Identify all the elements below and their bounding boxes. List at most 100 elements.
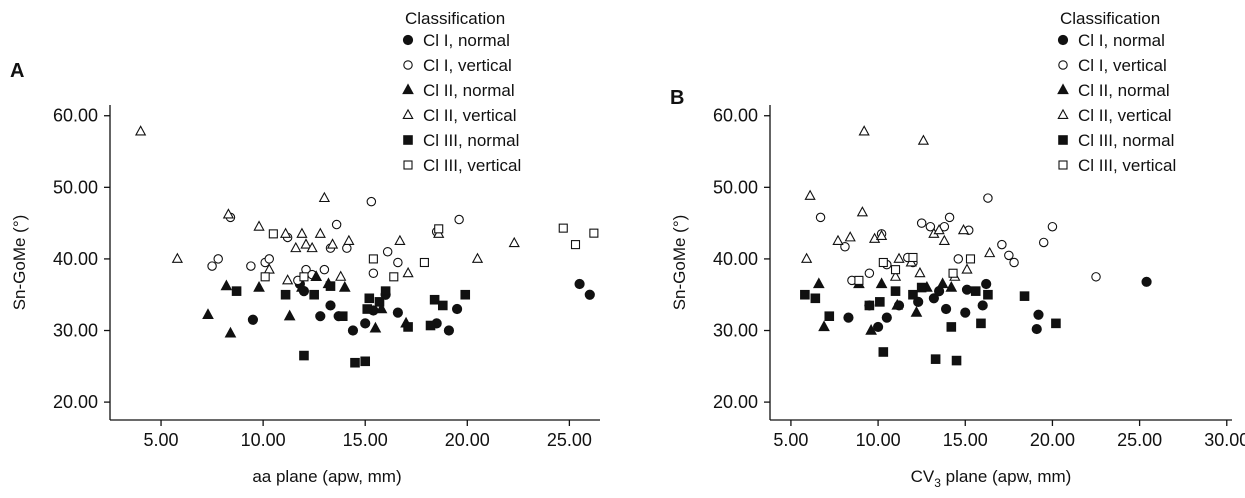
data-point: [375, 302, 388, 314]
data-point: [981, 278, 992, 290]
data-point: [202, 308, 214, 319]
legend-label: Cl III, vertical: [423, 156, 521, 175]
data-point: [460, 289, 471, 300]
data-point: [889, 270, 902, 281]
data-point: [338, 280, 351, 292]
legend-marker: [1057, 108, 1069, 119]
data-point: [246, 261, 256, 271]
series-cl-i-vertical: [207, 196, 464, 286]
x-axis-label-main: CV: [911, 467, 935, 486]
data-point: [891, 298, 904, 310]
data-point: [824, 311, 835, 321]
data-point: [247, 314, 259, 325]
data-point: [300, 238, 312, 249]
data-point: [471, 252, 484, 263]
data-point: [944, 212, 955, 223]
legend-marker: [403, 160, 413, 170]
data-point: [961, 284, 973, 295]
data-point: [930, 354, 941, 364]
data-point: [1141, 276, 1152, 287]
y-tick-label: 50.00: [713, 177, 758, 197]
data-point: [908, 252, 918, 263]
data-point: [360, 356, 371, 367]
y-tick-label: 40.00: [53, 249, 98, 269]
data-point: [818, 320, 830, 332]
data-point: [812, 277, 825, 289]
data-point: [875, 277, 888, 289]
data-point: [299, 350, 309, 361]
data-point: [965, 254, 976, 264]
y-tick-label: 30.00: [713, 321, 758, 341]
data-point: [946, 322, 957, 332]
data-point: [253, 280, 265, 292]
data-point: [953, 254, 964, 264]
data-point: [983, 289, 993, 300]
data-point: [910, 306, 923, 317]
data-point: [335, 270, 347, 281]
data-point: [945, 280, 958, 292]
data-point: [938, 234, 950, 246]
legend-label: Cl I, vertical: [1078, 56, 1167, 75]
data-point: [260, 272, 270, 282]
data-point: [951, 355, 962, 366]
data-point: [299, 272, 309, 282]
legend-title: Classification: [405, 9, 505, 28]
data-point: [810, 293, 821, 304]
data-point: [890, 286, 901, 296]
data-point: [936, 277, 949, 289]
data-point: [369, 321, 382, 333]
data-point: [454, 214, 464, 225]
data-point: [443, 325, 455, 336]
data-point: [916, 218, 927, 228]
x-tick-label: 10.00: [856, 430, 901, 450]
series-cl-i-normal: [843, 276, 1152, 335]
data-point: [331, 219, 342, 230]
data-point: [425, 320, 436, 331]
legend-marker: [403, 60, 413, 70]
data-point: [1033, 309, 1044, 320]
data-point: [957, 223, 970, 235]
y-tick-label: 60.00: [713, 106, 758, 126]
data-point: [804, 189, 816, 200]
data-point: [268, 229, 278, 239]
data-point: [1031, 323, 1042, 335]
series-cl-iii-normal: [231, 281, 471, 368]
data-point: [914, 266, 926, 278]
data-point: [868, 232, 881, 243]
data-point: [134, 125, 147, 136]
data-point: [264, 254, 274, 264]
data-point: [347, 325, 359, 336]
legend-marker: [402, 83, 414, 95]
data-point: [864, 268, 875, 278]
data-point: [815, 212, 826, 223]
data-point: [893, 252, 905, 263]
data-point: [325, 281, 336, 291]
data-point: [800, 252, 813, 263]
legend-label: Cl III, normal: [423, 131, 519, 150]
data-point: [917, 134, 930, 145]
data-point: [429, 294, 440, 305]
data-point: [925, 221, 936, 232]
x-tick-label: 5.00: [773, 430, 808, 450]
data-point: [933, 223, 945, 235]
series-cl-ii-vertical: [800, 125, 996, 281]
data-point: [844, 231, 856, 242]
data-point: [916, 282, 927, 293]
data-point: [222, 208, 235, 219]
data-point: [1091, 272, 1101, 282]
data-point: [253, 220, 265, 231]
data-point: [970, 286, 981, 296]
data-point: [960, 307, 971, 318]
data-point: [1004, 250, 1014, 261]
data-point: [315, 311, 326, 322]
data-point: [865, 323, 877, 335]
x-tick-label: 15.00: [943, 430, 988, 450]
x-tick-label: 5.00: [144, 430, 179, 450]
series-cl-iii-normal: [800, 282, 1061, 366]
x-tick-label: 30.00: [1204, 430, 1245, 450]
legend-label: Cl I, normal: [423, 31, 510, 50]
panel-letter: B: [670, 87, 684, 109]
data-point: [360, 318, 371, 329]
